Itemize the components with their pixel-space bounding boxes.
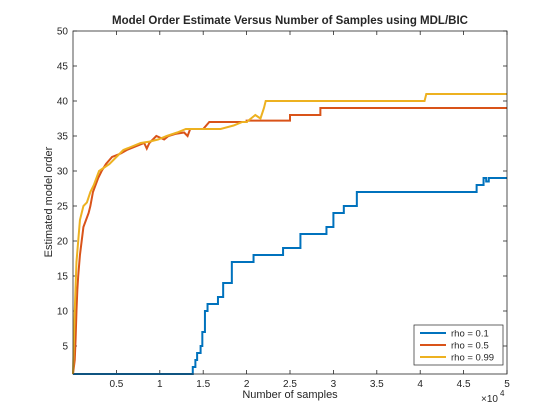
y-tick-label: 40	[57, 97, 69, 108]
x-tick-label: 5	[504, 379, 510, 390]
y-tick-label: 5	[62, 342, 68, 353]
x-multiplier-exponent: 4	[500, 389, 505, 398]
y-tick-label: 10	[57, 307, 69, 318]
y-tick-label: 25	[57, 202, 69, 213]
y-tick-label: 45	[57, 62, 69, 73]
x-multiplier-base: ×10	[481, 394, 498, 405]
plot-box	[72, 30, 508, 375]
y-axis-label: Estimated model order	[43, 146, 55, 257]
x-axis-label: Number of samples	[242, 389, 338, 401]
x-tick-label: 2	[244, 379, 250, 390]
x-tick-label: 2.5	[283, 379, 297, 390]
legend-label-3: rho = 0.99	[451, 353, 494, 364]
tick-labels: 0.5 1 1.5 2 2.5 3 3.5 4 4.5 5 5 10 15 20 25 30 35 40 45 50	[57, 27, 510, 391]
chart-title: Model Order Estimate Versus Number of Sa…	[112, 15, 468, 27]
x-tick-label: 3	[331, 379, 337, 390]
x-tick-label: 1.5	[196, 379, 210, 390]
y-tick-label: 30	[57, 167, 69, 178]
legend-label-2: rho = 0.5	[451, 341, 489, 352]
series-line-3	[72, 93, 507, 375]
x-tick-label: 3.5	[370, 379, 384, 390]
x-axis-multiplier: ×10 4	[481, 389, 505, 405]
x-tick-label: 4	[417, 379, 423, 390]
y-tick-label: 15	[57, 272, 69, 283]
y-tick-label: 35	[57, 132, 69, 143]
x-tick-label: 1	[157, 379, 163, 390]
plot-area	[73, 31, 507, 374]
series-line-1	[73, 177, 507, 375]
x-tick-label: 4.5	[457, 379, 471, 390]
series-line-2	[72, 107, 507, 375]
series-layer	[72, 93, 507, 375]
y-tick-label: 50	[57, 27, 69, 38]
y-tick-label: 20	[57, 237, 69, 248]
legend-label-1: rho = 0.1	[451, 329, 489, 340]
x-tick-label: 0.5	[109, 379, 123, 390]
